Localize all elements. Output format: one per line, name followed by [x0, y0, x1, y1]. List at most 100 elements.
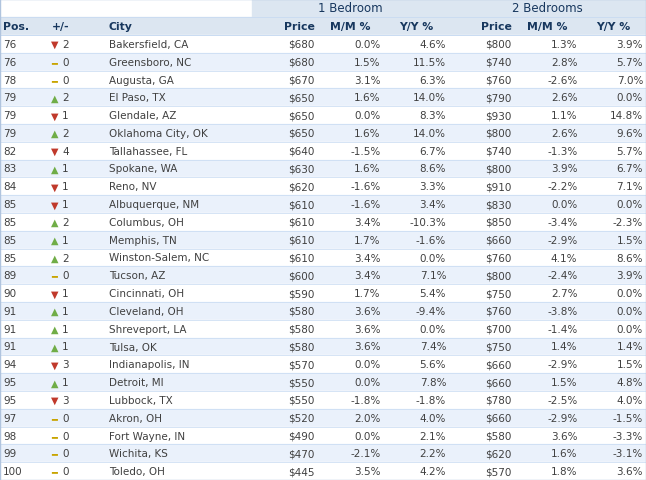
- Text: 7.1%: 7.1%: [616, 182, 643, 192]
- Text: -3.3%: -3.3%: [613, 431, 643, 441]
- Text: 2: 2: [62, 217, 68, 228]
- Text: 99: 99: [3, 448, 16, 458]
- Text: 6.7%: 6.7%: [616, 164, 643, 174]
- Text: 3.9%: 3.9%: [616, 40, 643, 50]
- Text: City: City: [109, 22, 133, 32]
- Text: $830: $830: [485, 200, 512, 210]
- Text: 85: 85: [3, 235, 16, 245]
- Text: 1.6%: 1.6%: [551, 448, 578, 458]
- Text: 3.6%: 3.6%: [551, 431, 578, 441]
- Text: 3.4%: 3.4%: [354, 271, 380, 281]
- Text: Akron, OH: Akron, OH: [109, 413, 162, 423]
- Text: ▲: ▲: [51, 165, 59, 174]
- Text: +/-: +/-: [52, 22, 70, 32]
- Text: ━: ━: [51, 431, 57, 441]
- Text: 7.0%: 7.0%: [617, 75, 643, 85]
- Text: $750: $750: [485, 342, 512, 352]
- Text: 0: 0: [62, 271, 68, 281]
- Text: Columbus, OH: Columbus, OH: [109, 217, 184, 228]
- Text: 4: 4: [62, 146, 68, 156]
- Text: 0: 0: [62, 75, 68, 85]
- Text: ━: ━: [51, 76, 57, 85]
- Text: Detroit, MI: Detroit, MI: [109, 377, 163, 387]
- Text: 3.3%: 3.3%: [420, 182, 446, 192]
- Text: 0: 0: [62, 466, 68, 476]
- Text: 1.5%: 1.5%: [616, 235, 643, 245]
- Text: 7.1%: 7.1%: [420, 271, 446, 281]
- Text: 1.7%: 1.7%: [354, 235, 380, 245]
- Text: $570: $570: [485, 466, 512, 476]
- Text: 7.8%: 7.8%: [420, 377, 446, 387]
- Bar: [0, 409, 646, 427]
- Text: Cincinnati, OH: Cincinnati, OH: [109, 288, 184, 299]
- Text: 0.0%: 0.0%: [420, 253, 446, 263]
- Text: 1.3%: 1.3%: [551, 40, 578, 50]
- Text: Augusta, GA: Augusta, GA: [109, 75, 174, 85]
- Bar: [0, 36, 646, 54]
- Bar: [0, 89, 646, 107]
- Text: -1.5%: -1.5%: [613, 413, 643, 423]
- Text: Wichita, KS: Wichita, KS: [109, 448, 168, 458]
- Text: $620: $620: [485, 448, 512, 458]
- Text: -2.9%: -2.9%: [547, 235, 578, 245]
- Text: ▲: ▲: [51, 253, 59, 263]
- Text: Fort Wayne, IN: Fort Wayne, IN: [109, 431, 185, 441]
- Text: 76: 76: [3, 40, 16, 50]
- Text: 3.4%: 3.4%: [420, 200, 446, 210]
- Text: 1.7%: 1.7%: [354, 288, 380, 299]
- Text: $550: $550: [289, 377, 315, 387]
- Bar: [0, 338, 646, 356]
- Text: 84: 84: [3, 182, 16, 192]
- Text: 1.4%: 1.4%: [616, 342, 643, 352]
- Text: ▼: ▼: [51, 111, 59, 121]
- Text: $700: $700: [486, 324, 512, 334]
- Text: 1.1%: 1.1%: [551, 111, 578, 121]
- Text: $445: $445: [288, 466, 315, 476]
- Bar: [0, 196, 646, 214]
- Text: Price: Price: [481, 22, 512, 32]
- Text: -10.3%: -10.3%: [410, 217, 446, 228]
- Bar: [0, 249, 646, 267]
- Text: ▼: ▼: [51, 182, 59, 192]
- Text: Indianapolis, IN: Indianapolis, IN: [109, 360, 189, 370]
- Text: $790: $790: [485, 93, 512, 103]
- Text: 0.0%: 0.0%: [354, 431, 380, 441]
- Text: 94: 94: [3, 360, 16, 370]
- Text: $600: $600: [289, 271, 315, 281]
- Text: $610: $610: [289, 217, 315, 228]
- Text: 1 Bedroom: 1 Bedroom: [318, 2, 383, 15]
- Text: 0: 0: [62, 431, 68, 441]
- Text: ▲: ▲: [51, 378, 59, 387]
- Text: ▲: ▲: [51, 342, 59, 352]
- Text: $610: $610: [289, 235, 315, 245]
- Text: M/M %: M/M %: [330, 22, 371, 32]
- Text: $850: $850: [485, 217, 512, 228]
- Text: 2: 2: [62, 40, 68, 50]
- Bar: [0, 391, 646, 409]
- Text: Lubbock, TX: Lubbock, TX: [109, 395, 172, 405]
- Text: Cleveland, OH: Cleveland, OH: [109, 306, 183, 316]
- Text: Toledo, OH: Toledo, OH: [109, 466, 165, 476]
- Text: 1: 1: [62, 164, 68, 174]
- Text: 1: 1: [62, 342, 68, 352]
- Text: 2: 2: [62, 253, 68, 263]
- Text: Reno, NV: Reno, NV: [109, 182, 156, 192]
- Text: $580: $580: [485, 431, 512, 441]
- Text: $650: $650: [289, 111, 315, 121]
- Text: 3.6%: 3.6%: [354, 306, 380, 316]
- Text: 1.5%: 1.5%: [616, 360, 643, 370]
- Text: 1: 1: [62, 182, 68, 192]
- Text: ━: ━: [51, 271, 57, 281]
- Text: $520: $520: [289, 413, 315, 423]
- Text: 1: 1: [62, 200, 68, 210]
- Text: $650: $650: [289, 129, 315, 139]
- Bar: [0, 54, 646, 72]
- Text: -1.8%: -1.8%: [350, 395, 380, 405]
- Text: 4.6%: 4.6%: [420, 40, 446, 50]
- Text: $620: $620: [289, 182, 315, 192]
- Text: -2.6%: -2.6%: [547, 75, 578, 85]
- Bar: [252, 0, 449, 18]
- Text: 0: 0: [62, 58, 68, 68]
- Text: 9.6%: 9.6%: [616, 129, 643, 139]
- Text: $780: $780: [485, 395, 512, 405]
